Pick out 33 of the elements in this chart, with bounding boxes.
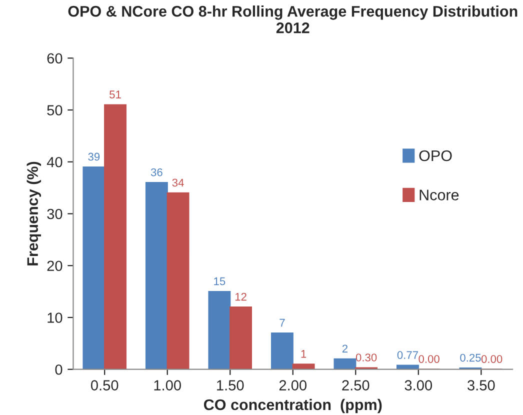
data-label: 51 bbox=[110, 90, 121, 98]
data-label: 1 bbox=[301, 350, 306, 358]
data-label: 0.30 bbox=[356, 354, 377, 362]
x-tick-label: 2.50 bbox=[342, 380, 370, 390]
x-tick-label: 1.50 bbox=[217, 380, 244, 390]
x-axis-title: CO concentration (ppm) bbox=[204, 398, 382, 414]
y-tick-label: 60 bbox=[47, 53, 62, 64]
x-tick-label: 3.00 bbox=[404, 380, 432, 390]
y-tick-label: 50 bbox=[47, 105, 62, 116]
y-tick-label: 10 bbox=[48, 312, 62, 323]
data-label: 15 bbox=[214, 277, 226, 286]
x-tick-label: 1.00 bbox=[154, 380, 181, 390]
data-label: 0.25 bbox=[460, 354, 481, 362]
data-label: 0.00 bbox=[481, 355, 502, 363]
data-label: 0.00 bbox=[418, 355, 440, 363]
data-label: 36 bbox=[150, 168, 162, 176]
x-tick-label: 0.50 bbox=[90, 380, 118, 390]
x-tick-label: 2.00 bbox=[279, 380, 307, 390]
x-tick-label: 3.50 bbox=[468, 380, 495, 390]
y-tick-label: 40 bbox=[46, 156, 62, 168]
y-tick-label: 0 bbox=[55, 364, 62, 375]
y-axis-title: Frequency (%) bbox=[26, 162, 42, 266]
y-tick-label: 20 bbox=[47, 260, 62, 272]
legend-label: OPO bbox=[419, 150, 452, 162]
data-label: 0.77 bbox=[397, 351, 418, 359]
y-tick-label: 30 bbox=[47, 208, 62, 220]
data-label: 12 bbox=[235, 292, 246, 301]
legend-label: Ncore bbox=[420, 190, 459, 200]
data-label: 39 bbox=[88, 152, 100, 161]
data-label: 34 bbox=[172, 178, 184, 187]
data-label: 2 bbox=[342, 344, 348, 353]
data-label: 7 bbox=[280, 318, 285, 327]
chart-title: OPO & NCore CO 8-hr Rolling Average Frequency Distribution 2012 bbox=[68, 6, 518, 34]
